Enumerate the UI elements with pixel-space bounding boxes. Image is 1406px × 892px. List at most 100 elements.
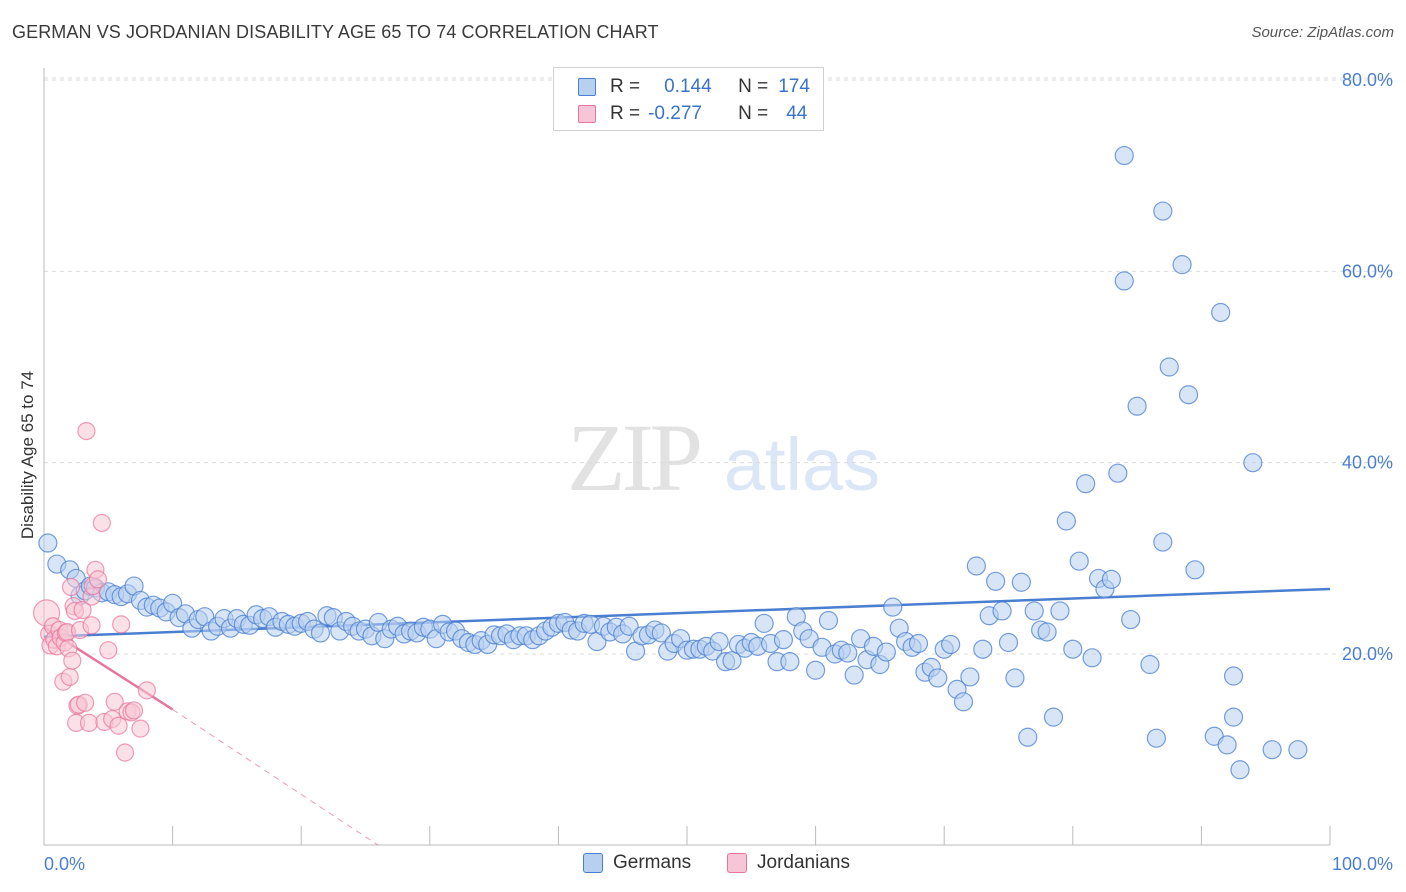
jordanians-point bbox=[105, 692, 124, 711]
watermark-zip: ZIP bbox=[567, 404, 700, 511]
jordanians-point bbox=[76, 693, 95, 712]
bottom-legend-swatch-germans bbox=[583, 853, 603, 873]
legend-n-label: N = bbox=[738, 103, 769, 124]
germans-point bbox=[754, 613, 774, 633]
germans-point bbox=[773, 630, 794, 650]
bottom-legend-jordanians: Jordanians bbox=[727, 852, 850, 874]
chart-title: GERMAN VS JORDANIAN DISABILITY AGE 65 TO… bbox=[12, 22, 659, 42]
germans-point bbox=[1063, 639, 1083, 659]
jordanians-point bbox=[99, 641, 118, 660]
x-tick-label-min: 0.0% bbox=[44, 854, 85, 874]
germans-point bbox=[1024, 601, 1044, 621]
legend-swatch-germans bbox=[578, 78, 596, 96]
jordanians-point bbox=[112, 615, 131, 634]
y-tick-label: 20.0% bbox=[1342, 644, 1393, 664]
germans-point bbox=[973, 639, 993, 659]
germans-point bbox=[1262, 740, 1282, 760]
legend-n-value: 174 bbox=[778, 76, 810, 97]
germans-point bbox=[1050, 601, 1070, 621]
jordanians-point bbox=[61, 577, 81, 597]
bottom-legend-germans: Germans bbox=[583, 852, 691, 874]
germans-point bbox=[1018, 727, 1038, 747]
germans-point bbox=[722, 651, 742, 671]
germans-point bbox=[838, 643, 858, 663]
germans-point bbox=[1223, 666, 1244, 686]
jordanians-trend-extension bbox=[172, 709, 379, 846]
germans-point bbox=[1185, 560, 1205, 580]
germans-point bbox=[1005, 668, 1025, 688]
germans-point bbox=[1288, 740, 1308, 760]
legend-r-label: R = bbox=[610, 76, 641, 97]
watermark-atlas: atlas bbox=[724, 423, 880, 506]
germans-point bbox=[1140, 654, 1160, 675]
germans-point bbox=[1114, 271, 1134, 291]
germans-point bbox=[1159, 357, 1179, 377]
legend-n-label: N = bbox=[738, 76, 769, 97]
germans-point bbox=[1108, 463, 1128, 483]
legend-row-jordanians: R = -0.277 N = 44 bbox=[578, 101, 807, 127]
germans-point bbox=[960, 667, 980, 687]
bottom-legend-label-jordanians: Jordanians bbox=[757, 852, 850, 873]
germans-point bbox=[1146, 728, 1166, 748]
germans-point bbox=[876, 642, 896, 662]
y-tick-label: 80.0% bbox=[1342, 70, 1393, 90]
jordanians-point bbox=[73, 600, 92, 620]
germans-points bbox=[38, 145, 1308, 780]
jordanians-point bbox=[109, 716, 128, 735]
jordanians-point bbox=[131, 719, 150, 738]
legend-row-germans: R = 0.144 N = 174 bbox=[578, 74, 810, 100]
germans-point bbox=[1121, 609, 1141, 630]
germans-point bbox=[1211, 302, 1231, 323]
germans-point bbox=[1056, 511, 1076, 531]
germans-point bbox=[992, 601, 1012, 621]
germans-point bbox=[709, 631, 729, 652]
germans-point bbox=[928, 668, 948, 688]
x-tick-label-max: 100.0% bbox=[1332, 854, 1393, 874]
legend-r-value: -0.277 bbox=[648, 103, 702, 124]
jordanians-point bbox=[92, 513, 111, 533]
germans-point bbox=[941, 634, 961, 655]
germans-point bbox=[1076, 474, 1096, 494]
source-label: Source: ZipAtlas.com bbox=[1251, 24, 1394, 41]
germans-point bbox=[1114, 145, 1134, 166]
legend-r-value: 0.144 bbox=[664, 76, 712, 97]
germans-point bbox=[1101, 569, 1121, 589]
germans-point bbox=[1223, 707, 1244, 727]
germans-point bbox=[619, 616, 639, 636]
jordanians-point bbox=[60, 667, 79, 687]
germans-point bbox=[310, 623, 331, 643]
germans-point bbox=[883, 597, 903, 617]
legend: R = 0.144 N = 174 R = -0.277 N = 44 bbox=[553, 67, 824, 131]
axes bbox=[43, 68, 1331, 846]
germans-point bbox=[1172, 255, 1192, 275]
germans-point bbox=[966, 556, 986, 576]
germans-point bbox=[844, 665, 864, 685]
watermark: ZIP atlas bbox=[567, 404, 880, 511]
germans-point bbox=[805, 660, 826, 680]
germans-point bbox=[1043, 707, 1064, 727]
tick-labels: 20.0% 40.0% 60.0% 80.0% 0.0% 100.0% bbox=[44, 70, 1393, 874]
germans-point bbox=[1217, 735, 1237, 755]
germans-point bbox=[818, 610, 839, 631]
germans-point bbox=[1178, 385, 1199, 405]
germans-point bbox=[651, 623, 671, 643]
bottom-legend-swatch-jordanians bbox=[727, 853, 747, 873]
germans-point bbox=[986, 571, 1006, 591]
jordanians-point bbox=[82, 616, 101, 635]
germans-point bbox=[1127, 396, 1147, 416]
germans-point bbox=[908, 633, 929, 654]
bottom-legend-label-germans: Germans bbox=[613, 852, 692, 873]
y-tick-label: 60.0% bbox=[1342, 261, 1393, 281]
germans-point bbox=[953, 692, 974, 712]
germans-point bbox=[1243, 453, 1263, 473]
jordanians-point bbox=[115, 743, 135, 762]
germans-point bbox=[38, 533, 58, 553]
germans-point bbox=[1153, 532, 1173, 552]
jordanians-point bbox=[77, 421, 96, 441]
legend-r-label: R = bbox=[610, 103, 641, 124]
germans-point bbox=[1037, 622, 1057, 642]
germans-point bbox=[998, 632, 1019, 653]
germans-point bbox=[1082, 648, 1102, 668]
y-tick-label: 40.0% bbox=[1342, 453, 1393, 473]
